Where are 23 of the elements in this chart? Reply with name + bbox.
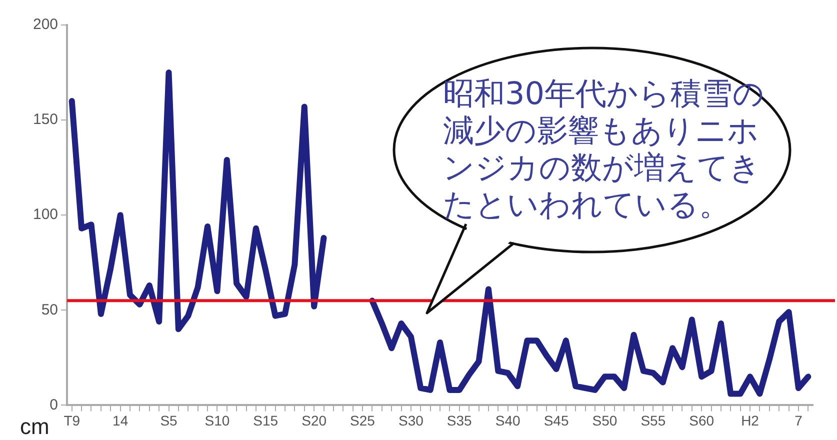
x-tick-label: S55 bbox=[640, 412, 666, 428]
y-tick-label: 100 bbox=[32, 206, 58, 224]
x-tick-label: S15 bbox=[253, 412, 278, 428]
x-tick-label: S10 bbox=[204, 412, 230, 428]
x-tick-label: H2 bbox=[741, 412, 760, 428]
y-tick-label: 50 bbox=[41, 301, 58, 318]
annotation: 昭和30年代から積雪の減少の影響もありニホンジカの数が増えてきたといわれている。 bbox=[443, 76, 766, 224]
x-tick-label: S25 bbox=[350, 412, 376, 428]
x-tick-label: 7 bbox=[794, 412, 803, 428]
y-tick-label: 200 bbox=[32, 16, 58, 34]
y-axis-title: cm bbox=[20, 414, 50, 440]
x-tick-label: S20 bbox=[302, 412, 327, 428]
x-tick-label: S60 bbox=[689, 412, 714, 428]
x-tick-label: S30 bbox=[398, 412, 424, 428]
x-tick-label: S50 bbox=[592, 412, 618, 428]
x-tick-label: S45 bbox=[544, 412, 569, 428]
x-tick-label: S5 bbox=[160, 412, 178, 428]
x-tick-label: T9 bbox=[64, 412, 80, 428]
x-tick-label: 14 bbox=[112, 412, 128, 428]
x-tick-label: S35 bbox=[446, 412, 472, 428]
x-tick-label: S40 bbox=[495, 412, 520, 428]
y-tick-label: 150 bbox=[32, 111, 58, 128]
y-tick-label: 0 bbox=[50, 396, 58, 414]
